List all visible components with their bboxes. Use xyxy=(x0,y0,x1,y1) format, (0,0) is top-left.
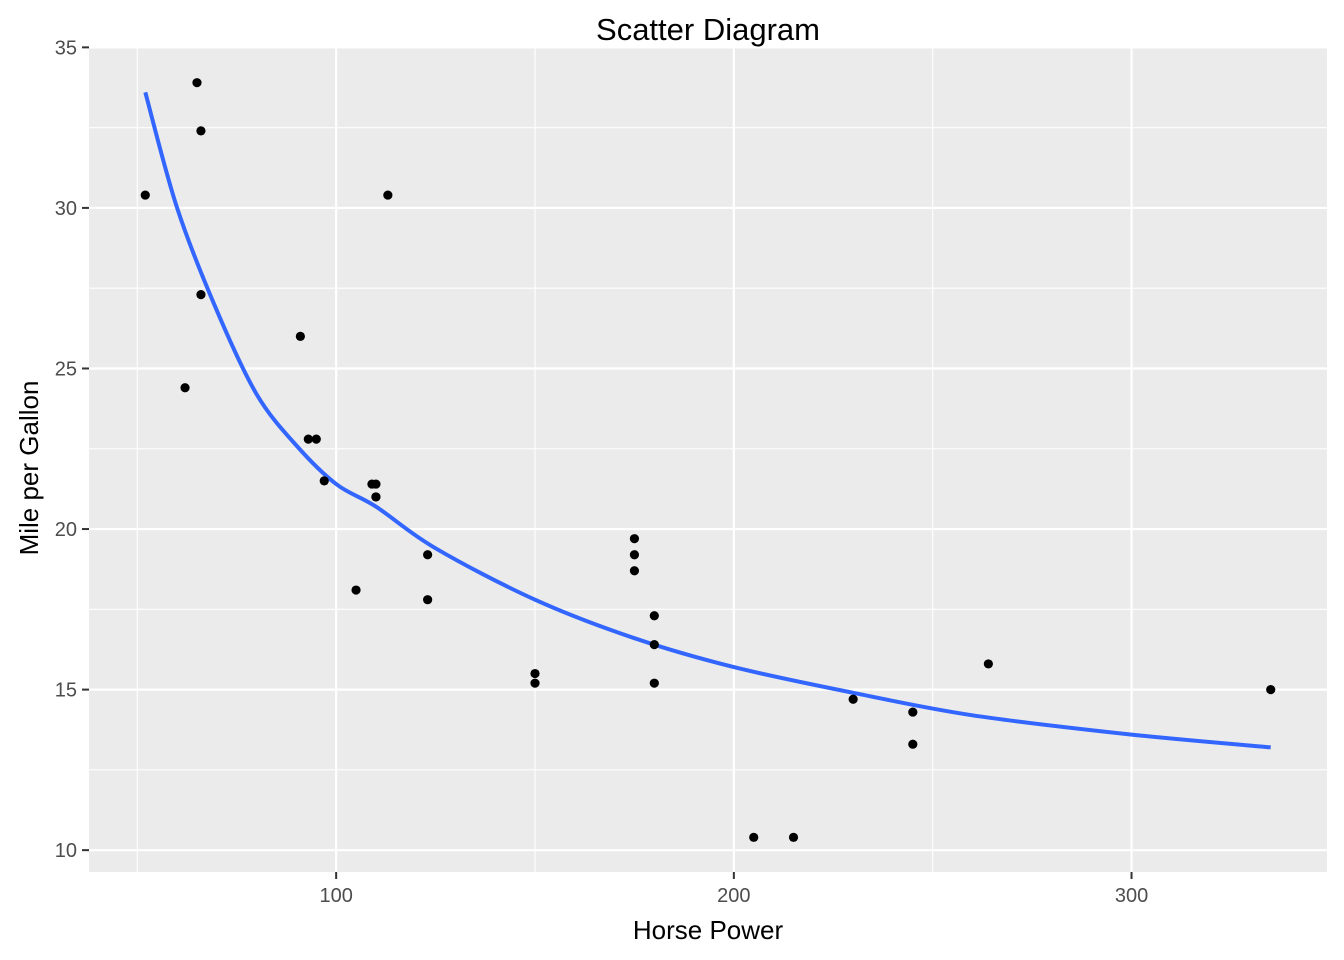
data-point xyxy=(351,585,361,595)
data-point xyxy=(629,566,640,576)
data-point xyxy=(1266,685,1276,695)
data-point xyxy=(530,678,540,688)
data-point xyxy=(530,668,540,679)
data-point xyxy=(749,832,759,842)
data-point xyxy=(180,383,190,393)
data-point xyxy=(983,659,993,669)
data-point xyxy=(649,611,659,621)
y-axis-title: Mile per Gallon xyxy=(14,381,44,556)
data-point xyxy=(303,434,313,444)
data-point xyxy=(629,550,640,560)
y-tick-label: 35 xyxy=(55,37,77,59)
data-point xyxy=(140,190,150,200)
y-tick-label: 20 xyxy=(55,519,77,541)
data-point xyxy=(192,78,202,88)
x-axis-title: Horse Power xyxy=(633,915,784,945)
x-tick-label: 100 xyxy=(319,885,352,907)
data-point xyxy=(423,595,433,605)
x-tick-label: 300 xyxy=(1115,885,1148,907)
data-point xyxy=(908,707,918,717)
trend-line xyxy=(143,91,1271,750)
data-point xyxy=(908,739,918,749)
chart-title: Scatter Diagram xyxy=(596,12,820,47)
data-point xyxy=(367,479,377,489)
data-point xyxy=(196,126,206,136)
data-point xyxy=(649,640,659,650)
data-point xyxy=(629,534,640,544)
tick-layer: 100 200 300 10 15 20 25 30 35 xyxy=(55,37,1148,907)
data-point xyxy=(423,550,433,560)
data-point xyxy=(383,190,393,200)
data-point xyxy=(371,492,381,502)
data-point xyxy=(649,678,659,688)
data-point xyxy=(311,434,321,444)
y-tick-label: 10 xyxy=(55,840,77,862)
y-tick-label: 25 xyxy=(55,358,77,380)
data-point xyxy=(788,832,799,842)
data-point xyxy=(319,476,329,486)
plot-panel xyxy=(89,48,1327,872)
x-tick-label: 200 xyxy=(717,885,750,907)
grid-layer xyxy=(89,46,1327,872)
data-point xyxy=(196,290,206,300)
data-point xyxy=(848,694,858,704)
point-layer xyxy=(140,78,1276,842)
y-tick-label: 15 xyxy=(55,680,77,702)
trend-layer xyxy=(143,91,1271,750)
data-point xyxy=(295,331,305,341)
y-tick-label: 30 xyxy=(55,198,77,220)
